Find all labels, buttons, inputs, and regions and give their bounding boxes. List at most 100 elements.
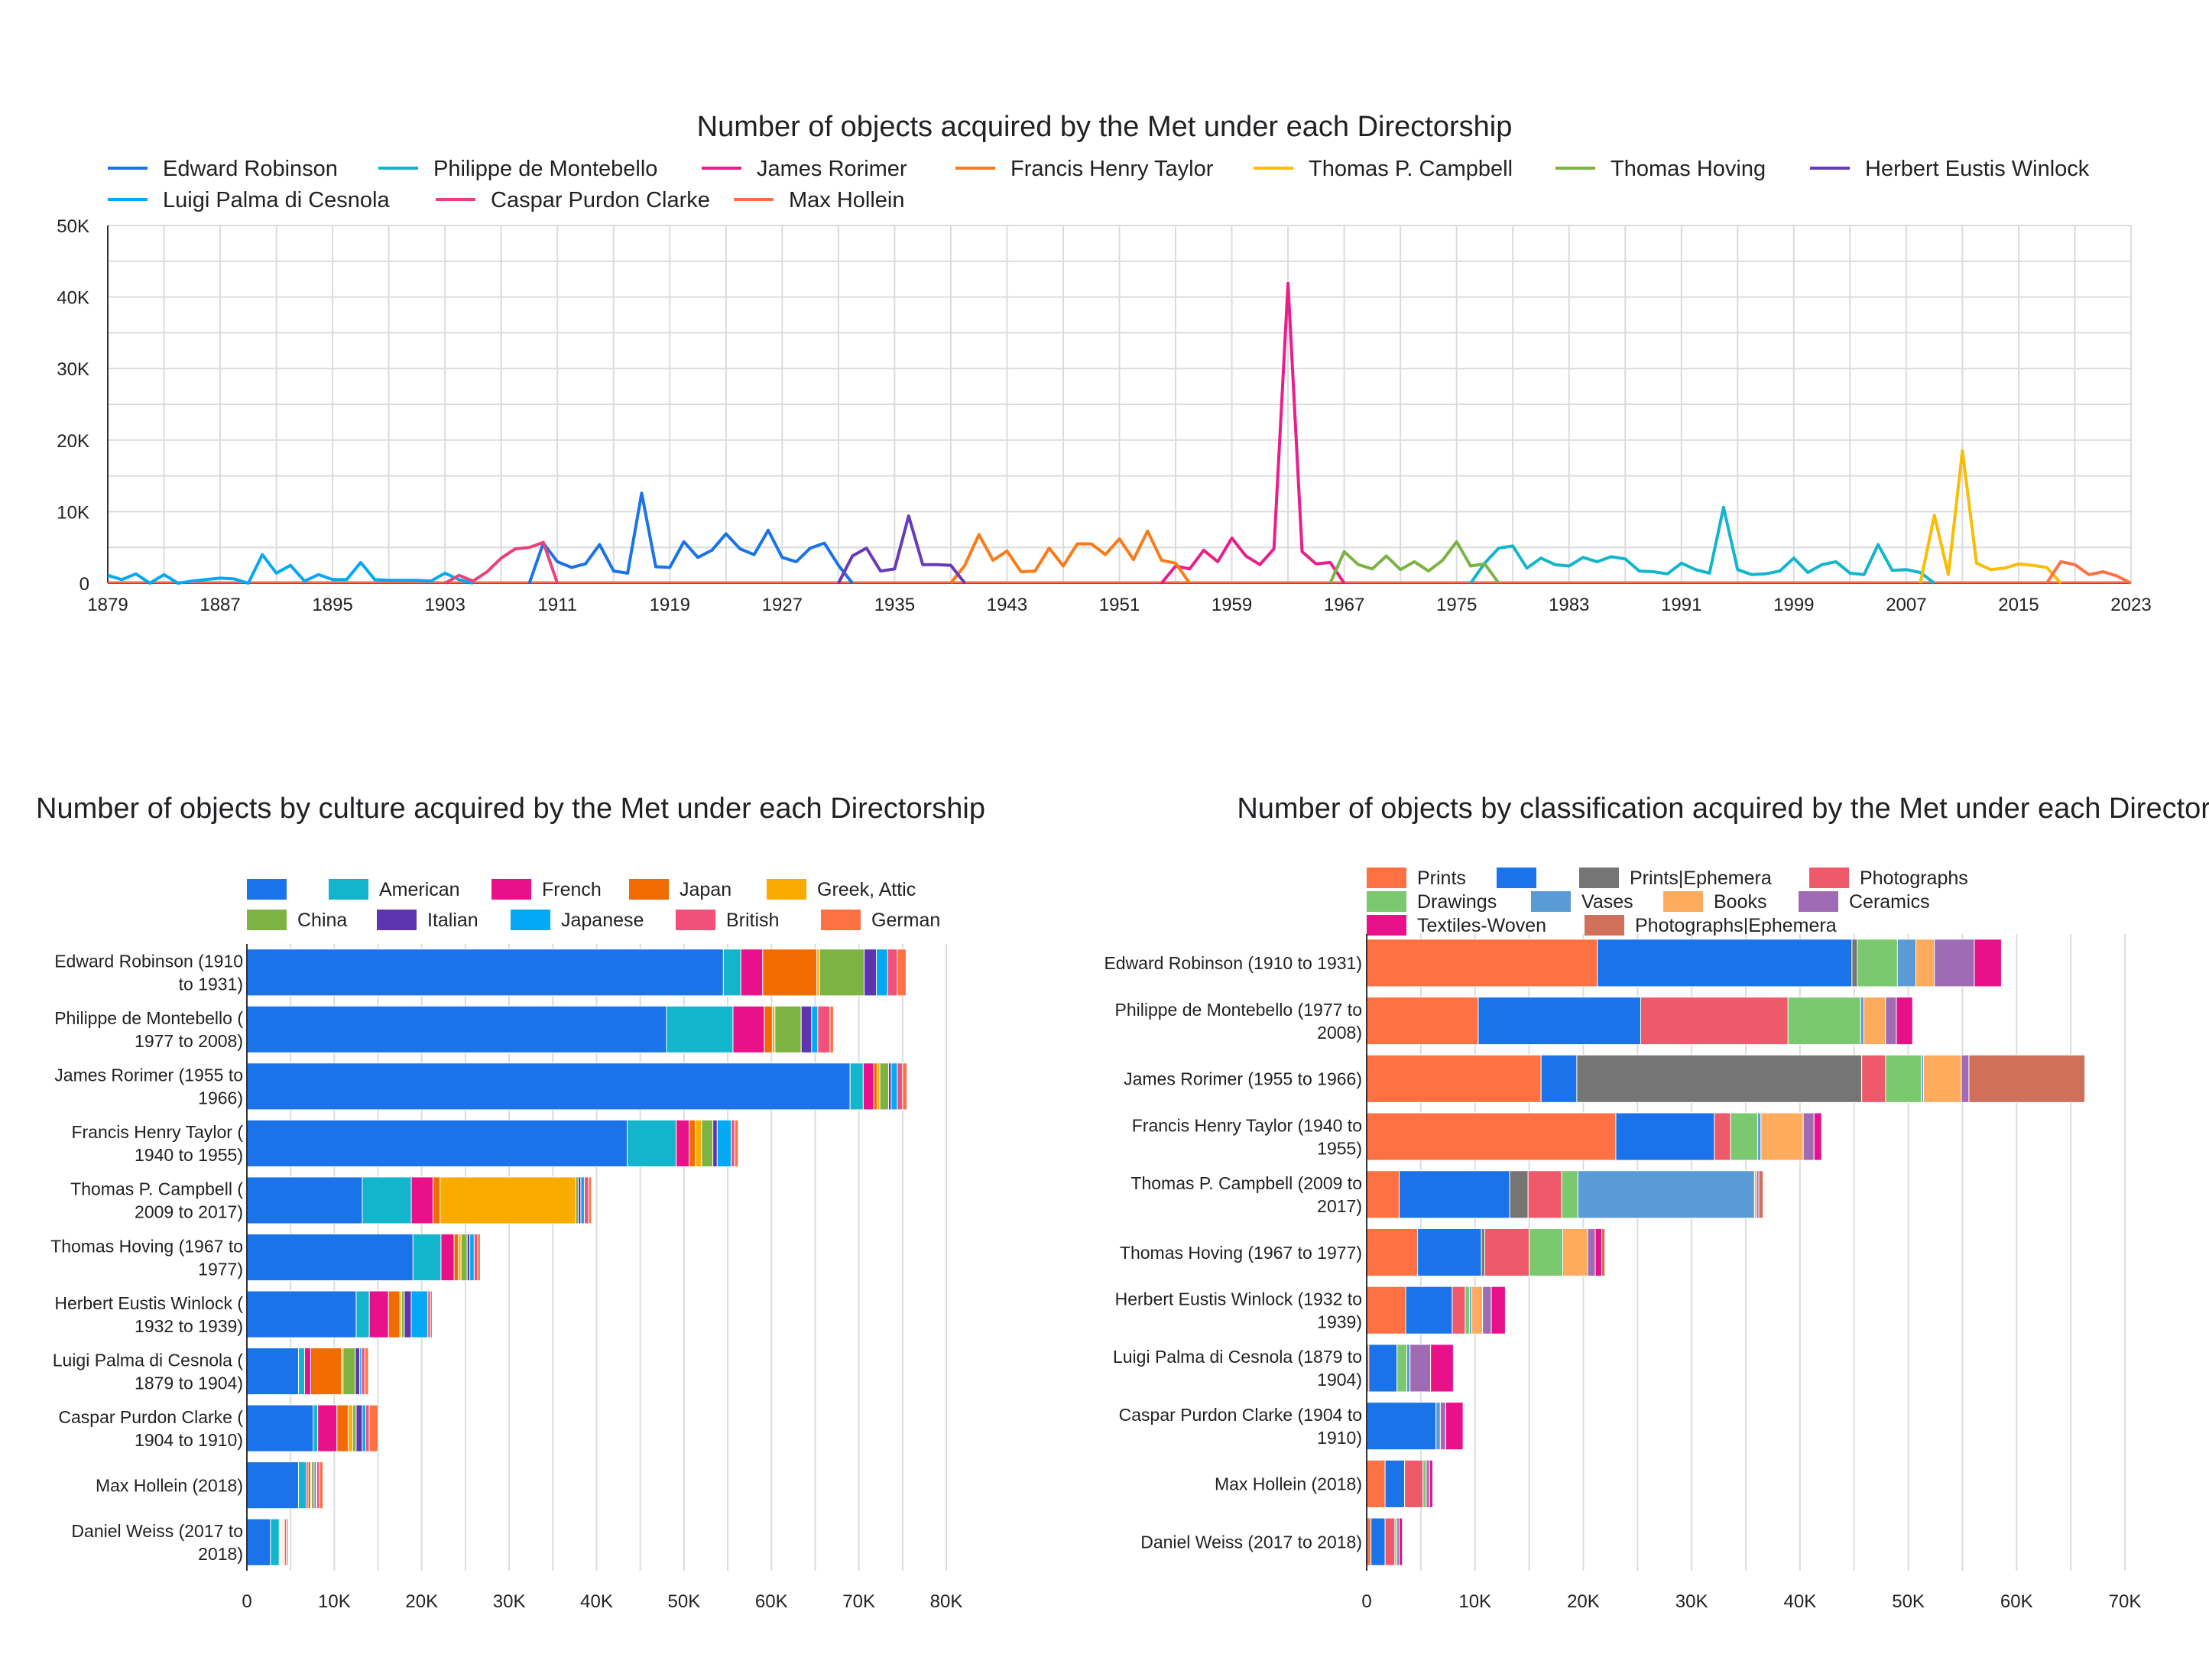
culture-bar-unnamed (246, 1404, 314, 1452)
classification-bar-photographs (1640, 997, 1789, 1046)
culture-bar-unnamed (246, 1348, 299, 1396)
classification-bar-drawings (1396, 1344, 1407, 1393)
x-tick-label: 2023 (2110, 595, 2151, 615)
culture-bar-german (734, 1119, 739, 1167)
x-tick-label: 1991 (1661, 595, 1701, 615)
culture-bar-unnamed (246, 1005, 667, 1053)
culture-category-label: Thomas P. Campbell ( (70, 1179, 243, 1199)
legend-swatch (1663, 891, 1703, 912)
culture-bar-british (427, 1290, 431, 1338)
culture-bar-japanese (362, 1404, 367, 1452)
culture-bar-japanese (716, 1119, 732, 1167)
culture-legend-item-german: German (821, 910, 940, 931)
series-line-edward-robinson (527, 491, 854, 585)
culture-bar-china (401, 1290, 405, 1338)
classification-legend-item-drawings: Drawings (1367, 891, 1497, 913)
culture-bar-french (862, 1062, 874, 1111)
x-tick-label: 60K (2000, 1591, 2033, 1612)
culture-bar-american (270, 1518, 280, 1566)
legend-swatch (1367, 915, 1406, 936)
culture-legend-item-japan: Japan (629, 879, 731, 900)
classification-bar-ceramics (1934, 939, 1975, 988)
classification-bar-ceramics (1409, 1344, 1432, 1393)
culture-bar-japan (762, 949, 818, 997)
classification-bar-textiles-woven (1430, 1344, 1454, 1393)
x-tick-label: 20K (405, 1591, 438, 1612)
classification-bar-ceramics (1439, 1402, 1446, 1451)
culture-category-label: Caspar Purdon Clarke ( (58, 1407, 243, 1427)
classification-bar-unnamed (1399, 1170, 1510, 1219)
x-tick-label: 20K (1567, 1591, 1600, 1612)
culture-legend-item-british: British (676, 910, 779, 931)
x-tick-label: 1895 (312, 595, 352, 615)
classification-bar-prints-ephemera (1576, 1054, 1863, 1103)
culture-bar-japan (307, 1461, 311, 1510)
culture-category-label: 1904 to 1910) (135, 1430, 243, 1450)
classification-legend-item-textiles-woven: Textiles-Woven (1367, 915, 1546, 936)
culture-bar-japan (764, 1005, 773, 1053)
culture-bar-japanese (876, 949, 888, 997)
classification-legend-item-ceramics: Ceramics (1799, 891, 1930, 913)
classification-category-label: 1939) (1317, 1312, 1362, 1332)
classification-category-label: Edward Robinson (1910 to 1931) (1104, 953, 1362, 973)
culture-bar-german (829, 1005, 834, 1053)
classification-bar-books (1863, 997, 1886, 1046)
legend-label: French (542, 879, 602, 900)
culture-bar-china (819, 949, 864, 997)
legend-item-max-hollein: Max Hollein (734, 188, 905, 212)
legend-label: Thomas Hoving (1611, 157, 1766, 181)
culture-bar-japan (689, 1119, 696, 1167)
legend-item-luigi-palma-di-cesnola: Luigi Palma di Cesnola (108, 188, 390, 212)
classification-category-label: Francis Henry Taylor (1940 to (1132, 1115, 1362, 1135)
classification-bar-ceramics (1426, 1459, 1430, 1508)
legend-label: Drawings (1417, 891, 1497, 913)
x-tick-label: 1911 (537, 595, 577, 615)
culture-category-label: 1977) (198, 1259, 243, 1279)
line-chart-grid (107, 225, 2132, 584)
culture-bar-french (368, 1290, 389, 1338)
culture-category-label: James Rorimer (1955 to (54, 1065, 243, 1085)
x-tick-label: 1879 (87, 595, 128, 615)
culture-category-label: Max Hollein (2018) (96, 1475, 243, 1495)
classification-bar-textiles-woven (1445, 1402, 1464, 1451)
classification-bar-photographs-ephemera (1968, 1054, 2086, 1103)
culture-bar-japanese (469, 1233, 475, 1282)
culture-bar-german (430, 1290, 433, 1338)
culture-bar-british (361, 1348, 365, 1396)
x-tick-label: 1967 (1324, 595, 1364, 615)
classification-bar-prints (1366, 1054, 1542, 1103)
series-line-luigi-palma-di-cesnola (107, 553, 474, 585)
classification-bar-drawings (1730, 1112, 1759, 1161)
culture-bar-italian (712, 1119, 718, 1167)
x-tick-label: 80K (930, 1591, 963, 1612)
x-tick-label: 30K (493, 1591, 526, 1612)
classification-title: Number of objects by classification acqu… (1237, 793, 2209, 825)
classification-bar-unnamed (1405, 1286, 1453, 1335)
culture-bar-british (731, 1119, 735, 1167)
classification-legend-item-prints: Prints (1367, 868, 1466, 889)
culture-bar-unnamed (246, 1233, 414, 1282)
culture-bar-american (355, 1290, 370, 1338)
culture-bar-american (362, 1176, 412, 1224)
classification-bar-prints (1366, 1112, 1617, 1161)
legend-label: Luigi Palma di Cesnola (163, 188, 390, 212)
classification-legend-item-photographs: Photographs (1809, 868, 1968, 889)
legend-label: Thomas P. Campbell (1309, 157, 1513, 181)
classification-legend-item-vases: Vases (1531, 891, 1633, 913)
classification-category-label: Herbert Eustis Winlock (1932 to (1115, 1289, 1362, 1309)
classification-category-label: 1904) (1317, 1370, 1362, 1390)
x-tick-label: 30K (1675, 1591, 1708, 1612)
culture-bar-german (588, 1176, 592, 1224)
culture-bar-french (740, 949, 764, 997)
classification-bar-drawings (1885, 1054, 1922, 1103)
legend-swatch (491, 879, 531, 900)
culture-category-label: to 1931) (179, 975, 243, 994)
classification-category-label: 1910) (1317, 1428, 1362, 1448)
classification-bar-photographs (1404, 1459, 1424, 1508)
x-tick-label: 40K (580, 1591, 613, 1612)
culture-bar-unnamed (246, 1176, 363, 1224)
culture-category-label: Luigi Palma di Cesnola ( (53, 1350, 244, 1370)
culture-bar-greek-attic (440, 1176, 576, 1224)
culture-bar-greek-attic (877, 1062, 881, 1111)
legend-label: British (726, 910, 779, 931)
